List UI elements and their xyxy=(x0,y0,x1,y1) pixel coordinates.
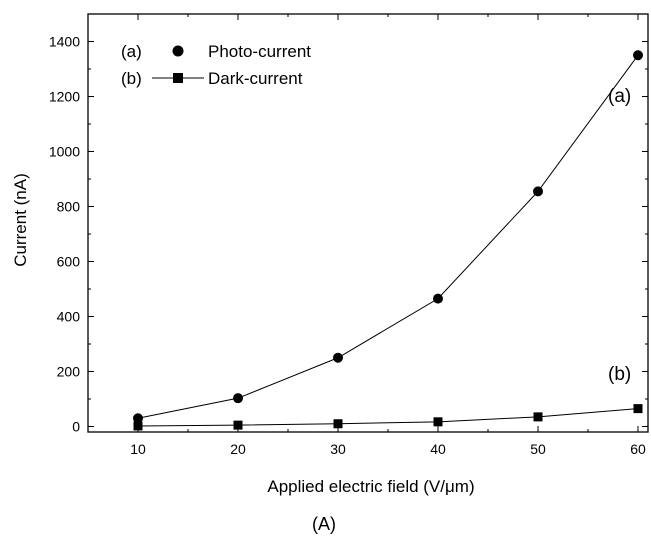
x-axis-title: Applied electric field (V/μm) xyxy=(267,477,474,496)
legend-marker-dark-current xyxy=(173,73,183,83)
legend-label-dark-current: Dark-current xyxy=(208,69,303,88)
plot-frame xyxy=(87,13,649,433)
data-point-photo-current xyxy=(433,293,443,304)
y-tick-label: 1400 xyxy=(49,34,80,50)
y-tick-label: 400 xyxy=(57,309,81,325)
x-tick-label: 40 xyxy=(430,441,446,457)
legend-marker-photo-current xyxy=(172,45,184,57)
data-point-dark-current xyxy=(233,420,243,430)
data-point-photo-current xyxy=(133,413,143,424)
x-tick-label: 30 xyxy=(330,441,346,457)
legend-tag-photo-current: (a) xyxy=(121,42,142,61)
y-tick-label: 1200 xyxy=(49,89,80,105)
data-point-photo-current xyxy=(333,352,343,363)
series-line-dark-current xyxy=(137,408,639,427)
annotations: (a) (b) xyxy=(608,86,631,385)
series xyxy=(133,50,643,431)
data-point-dark-current xyxy=(633,404,643,414)
curve-annotation: (b) xyxy=(608,364,631,385)
series-dark-current xyxy=(133,404,643,431)
data-point-photo-current xyxy=(633,50,643,61)
y-tick-label: 600 xyxy=(57,254,81,270)
y-tick-label: 200 xyxy=(57,364,81,380)
x-tick-label: 10 xyxy=(130,441,146,457)
legend: (a) Photo-current (b) Dark-current xyxy=(121,42,311,88)
data-point-photo-current xyxy=(533,186,543,197)
data-point-dark-current xyxy=(533,412,543,422)
curve-annotation: (a) xyxy=(608,86,631,107)
y-tick-label: 800 xyxy=(57,199,81,215)
y-tick-label: 0 xyxy=(72,419,80,435)
y-axis-title: Current (nA) xyxy=(11,173,30,267)
x-tick-label: 20 xyxy=(230,441,246,457)
panel-label: (A) xyxy=(312,514,336,534)
data-point-dark-current xyxy=(133,421,143,431)
x-tick-label: 60 xyxy=(630,441,646,457)
series-photo-current xyxy=(133,50,643,424)
x-tick-label: 50 xyxy=(530,441,546,457)
axes xyxy=(87,13,649,433)
data-point-dark-current xyxy=(333,419,343,429)
legend-tag-dark-current: (b) xyxy=(121,69,142,88)
data-point-photo-current xyxy=(233,393,243,404)
legend-label-photo-current: Photo-current xyxy=(208,42,311,61)
series-line-photo-current xyxy=(137,54,639,419)
data-point-dark-current xyxy=(433,417,443,427)
y-tick-label: 1000 xyxy=(49,144,80,160)
